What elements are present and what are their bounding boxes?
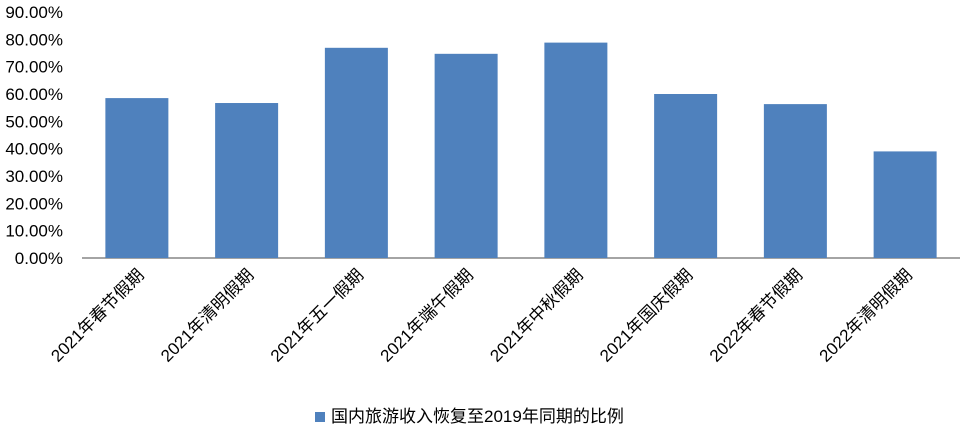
bar — [763, 104, 827, 258]
legend-label: 国内旅游收入恢复至2019年同期的比例 — [331, 407, 624, 426]
legend-swatch — [315, 412, 325, 422]
x-tick-label: 2021年端午假期 — [377, 265, 477, 365]
bar — [434, 53, 498, 258]
x-tick-label: 2021年国庆假期 — [596, 265, 696, 365]
bar — [654, 94, 718, 258]
bar — [324, 47, 388, 258]
y-tick-label: 60.00% — [5, 85, 63, 104]
y-tick-label: 10.00% — [5, 222, 63, 241]
x-tick-label: 2021年春节假期 — [47, 265, 147, 365]
x-tick-label: 2022年清明假期 — [816, 265, 916, 365]
bar — [544, 42, 608, 258]
bar — [215, 103, 279, 259]
bar — [105, 98, 169, 258]
y-tick-label: 80.00% — [5, 30, 63, 49]
y-tick-label: 0.00% — [15, 249, 63, 268]
y-tick-label: 30.00% — [5, 167, 63, 186]
y-tick-label: 70.00% — [5, 58, 63, 77]
y-tick-label: 90.00% — [5, 3, 63, 22]
x-tick-label: 2022年春节假期 — [706, 265, 806, 365]
x-tick-label: 2021年中秋假期 — [486, 265, 586, 365]
y-tick-label: 50.00% — [5, 112, 63, 131]
x-tick-label: 2021年清明假期 — [157, 265, 257, 365]
bar — [873, 151, 937, 258]
x-tick-label: 2021年五一假期 — [267, 265, 367, 365]
y-tick-label: 20.00% — [5, 194, 63, 213]
y-tick-label: 40.00% — [5, 140, 63, 159]
